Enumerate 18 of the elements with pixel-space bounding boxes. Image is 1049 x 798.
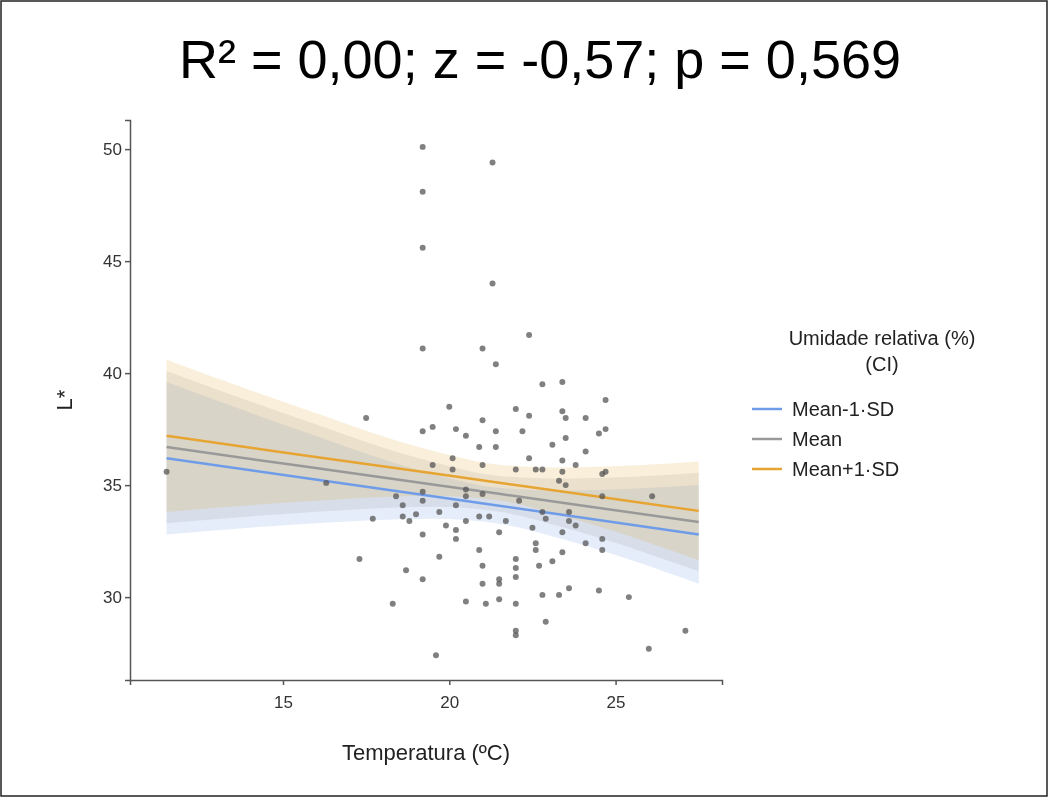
x-tick-label: 15 [274, 693, 293, 713]
y-tick-label: 35 [103, 476, 122, 496]
legend-title: Umidade relativa (%) (CI) [788, 327, 976, 375]
y-tick-label: 30 [103, 588, 122, 608]
line-series [165, 445, 700, 524]
legend-label: Mean-1·SD [792, 398, 895, 420]
line-series [165, 434, 700, 513]
y-tick-label: 40 [103, 364, 122, 384]
legend-label: Mean+1·SD [792, 458, 900, 480]
legend-label: Mean [792, 428, 843, 450]
line-series [165, 456, 700, 536]
y-tick-label: 50 [103, 140, 122, 160]
y-axis-title: L* [52, 389, 77, 411]
x-tick-label: 25 [606, 693, 626, 713]
x-tick-label: 20 [440, 693, 460, 713]
y-tick-label: 45 [103, 252, 122, 272]
x-axis-title: Temperatura (ºC) [341, 740, 511, 765]
chart-title: R² = 0,00; z = -0,57; p = 0,569 [179, 29, 901, 89]
